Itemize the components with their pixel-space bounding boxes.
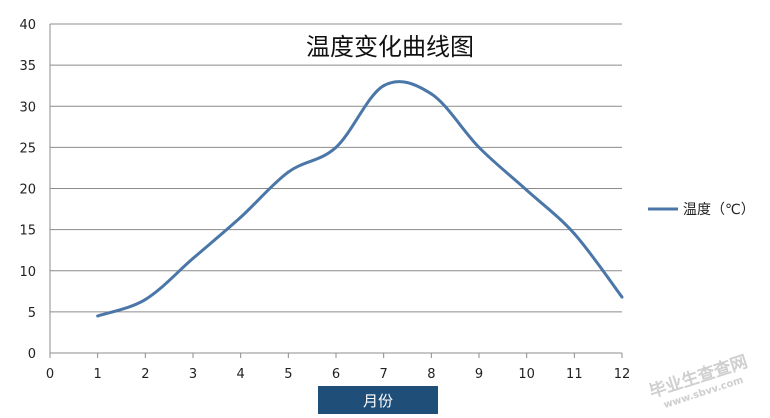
x-tick-label: 5 <box>284 367 292 382</box>
x-tick-label: 7 <box>380 367 388 382</box>
x-tick-label: 10 <box>518 367 535 382</box>
data-point <box>191 256 195 260</box>
series-line <box>97 80 624 318</box>
data-point <box>572 232 576 236</box>
x-axis-label-box <box>318 386 438 414</box>
x-tick-label: 12 <box>614 367 631 382</box>
x-tick-label: 6 <box>332 367 340 382</box>
y-tick-label: 40 <box>19 18 36 33</box>
data-point <box>620 295 624 299</box>
y-tick-label: 15 <box>19 224 36 239</box>
x-tick-label: 1 <box>94 367 102 382</box>
data-point <box>382 84 386 88</box>
y-tick-label: 0 <box>28 347 36 362</box>
data-point <box>286 170 290 174</box>
data-point <box>429 92 433 96</box>
x-tick-label: 0 <box>46 367 54 382</box>
gridlines <box>50 23 622 313</box>
y-tick-label: 30 <box>19 100 36 115</box>
data-point <box>477 145 481 149</box>
y-tick-label: 35 <box>19 59 36 74</box>
y-tick-label: 20 <box>19 183 36 198</box>
y-tick-label: 10 <box>19 265 36 280</box>
data-point <box>239 215 243 219</box>
x-tick-label: 9 <box>475 367 483 382</box>
x-tick-label: 4 <box>237 367 245 382</box>
legend-label: 温度（℃） <box>683 202 755 218</box>
x-tick-label: 8 <box>427 367 435 382</box>
data-point <box>96 314 100 318</box>
y-axis-ticks: 0 5 10 15 20 25 30 35 40 <box>19 18 36 362</box>
x-axis-label: 月份 <box>363 392 393 410</box>
series-layer <box>96 80 624 318</box>
data-point <box>143 298 147 302</box>
legend: 温度（℃） <box>648 202 755 218</box>
y-tick-label: 5 <box>28 306 36 321</box>
chart-title: 温度变化曲线图 <box>306 33 474 61</box>
watermark: 毕业生查查网 www.sbvv.com <box>647 351 750 411</box>
x-tick-label: 2 <box>141 367 149 382</box>
data-point <box>525 188 529 192</box>
data-point <box>334 145 338 149</box>
x-axis-ticks: 0 1 2 3 4 5 6 7 8 9 10 11 12 <box>46 353 630 382</box>
x-tick-label: 3 <box>189 367 197 382</box>
x-tick-label: 11 <box>566 367 583 382</box>
y-tick-label: 25 <box>19 141 36 156</box>
